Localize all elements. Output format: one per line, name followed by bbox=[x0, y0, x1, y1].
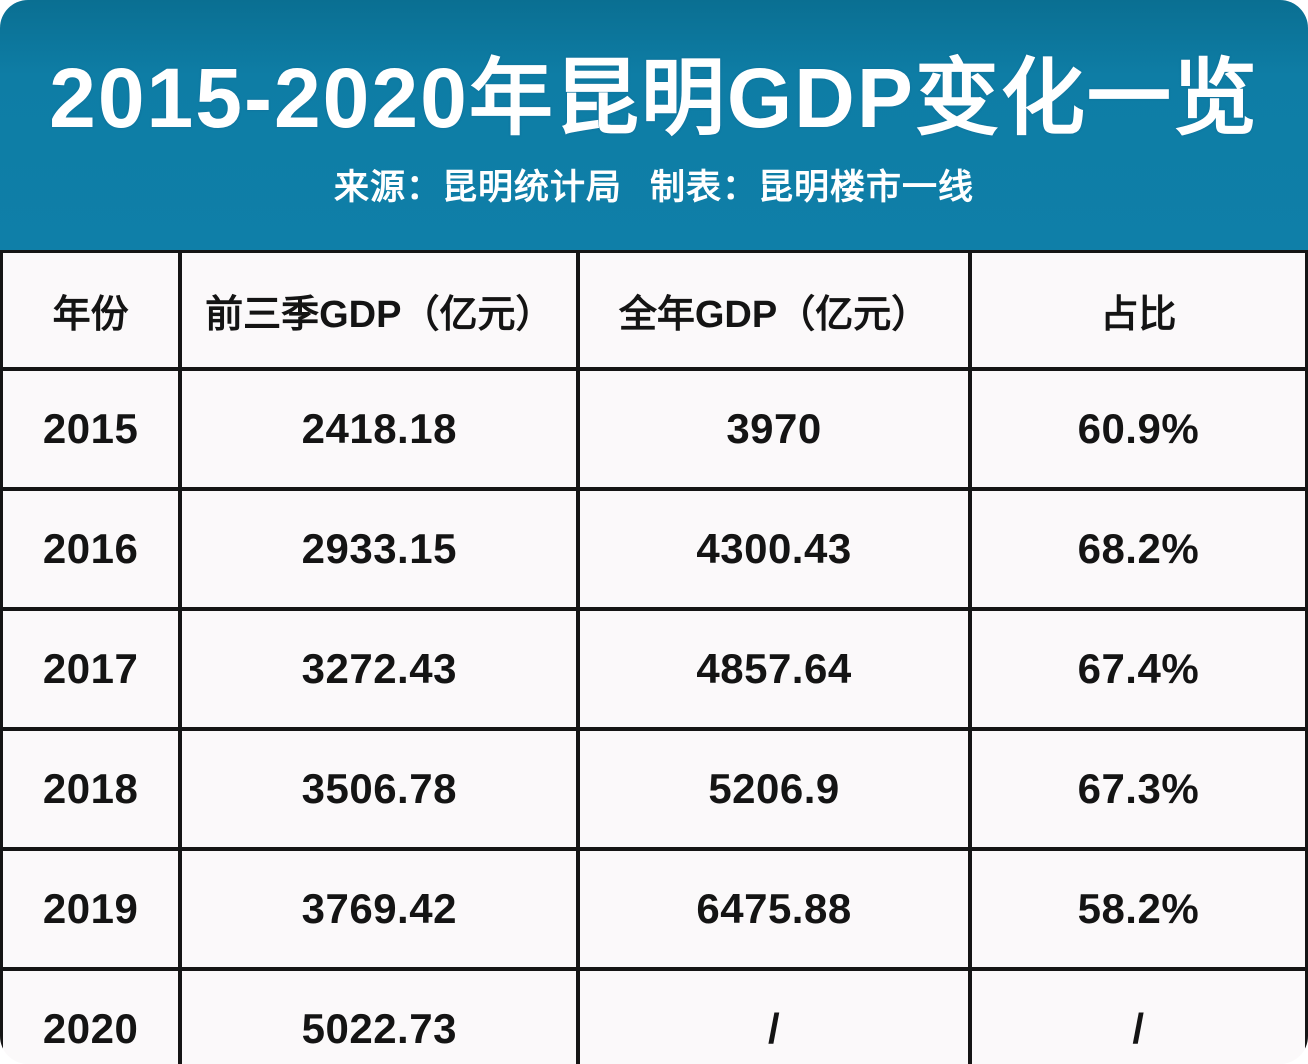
table-row-2015: 2015 2418.18 3970 60.9% bbox=[0, 367, 1308, 491]
cell-share: 67.3% bbox=[967, 727, 1308, 851]
cell-share: / bbox=[967, 967, 1308, 1064]
cell-q3-gdp: 3272.43 bbox=[178, 607, 581, 731]
cell-share: 68.2% bbox=[967, 487, 1308, 611]
cell-q3-gdp: 2933.15 bbox=[178, 487, 581, 611]
cell-fullyear-gdp: 6475.88 bbox=[576, 847, 972, 971]
column-header-share: 占比 bbox=[967, 250, 1308, 371]
header-subtitle: 来源：昆明统计局 制表：昆明楼市一线 bbox=[334, 170, 974, 205]
cell-fullyear-gdp: 4300.43 bbox=[576, 487, 972, 611]
cell-q3-gdp: 2418.18 bbox=[178, 367, 581, 491]
header-banner: 2015-2020年昆明GDP变化一览 来源：昆明统计局 制表：昆明楼市一线 bbox=[0, 0, 1308, 250]
cell-q3-gdp: 3769.42 bbox=[178, 847, 581, 971]
cell-year: 2020 bbox=[0, 967, 183, 1064]
source-label: 来源：昆明统计局 bbox=[333, 167, 622, 207]
cell-q3-gdp: 3506.78 bbox=[178, 727, 581, 851]
column-header-fullyear-gdp: 全年GDP（亿元） bbox=[576, 250, 972, 371]
cell-fullyear-gdp: 4857.64 bbox=[576, 607, 972, 731]
table-row-2017: 2017 3272.43 4857.64 67.4% bbox=[0, 607, 1308, 731]
cell-year: 2017 bbox=[0, 607, 183, 731]
cell-share: 60.9% bbox=[967, 367, 1308, 491]
table-row-2018: 2018 3506.78 5206.9 67.3% bbox=[0, 727, 1308, 851]
table-row-2020: 2020 5022.73 / / bbox=[0, 967, 1308, 1064]
cell-fullyear-gdp: 5206.9 bbox=[576, 727, 972, 851]
cell-year: 2015 bbox=[0, 367, 183, 491]
table-header-row: 年份 前三季GDP（亿元） 全年GDP（亿元） 占比 bbox=[0, 250, 1308, 371]
cell-year: 2018 bbox=[0, 727, 183, 851]
cell-q3-gdp: 5022.73 bbox=[178, 967, 581, 1064]
cell-fullyear-gdp: 3970 bbox=[576, 367, 972, 491]
cell-year: 2019 bbox=[0, 847, 183, 971]
cell-fullyear-gdp: / bbox=[576, 967, 972, 1064]
table-row-2016: 2016 2933.15 4300.43 68.2% bbox=[0, 487, 1308, 611]
page-title: 2015-2020年昆明GDP变化一览 bbox=[49, 50, 1259, 145]
column-header-q3-gdp: 前三季GDP（亿元） bbox=[178, 250, 581, 371]
table-row-2019: 2019 3769.42 6475.88 58.2% bbox=[0, 847, 1308, 971]
credit-label: 制表：昆明楼市一线 bbox=[650, 167, 975, 207]
cell-share: 58.2% bbox=[967, 847, 1308, 971]
cell-share: 67.4% bbox=[967, 607, 1308, 731]
cell-year: 2016 bbox=[0, 487, 183, 611]
column-header-year: 年份 bbox=[0, 250, 183, 371]
gdp-table: 年份 前三季GDP（亿元） 全年GDP（亿元） 占比 2015 2418.18 … bbox=[0, 250, 1308, 1064]
